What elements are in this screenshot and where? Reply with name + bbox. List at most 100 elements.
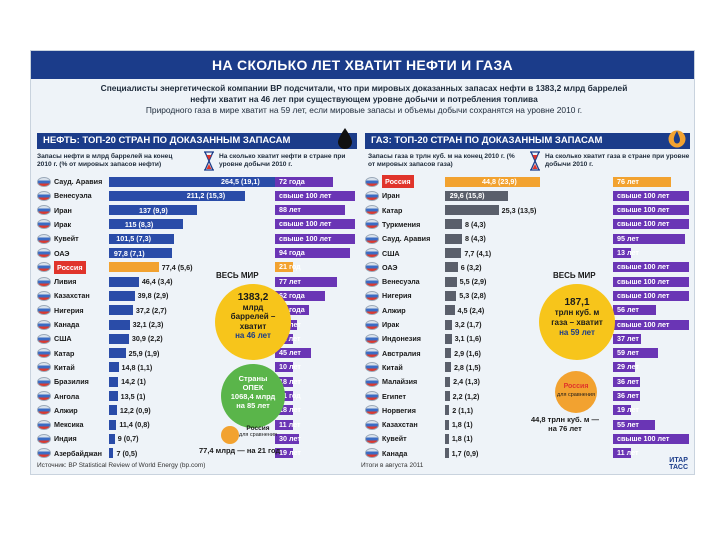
country-name: Бразилия: [54, 377, 89, 387]
oil-world-label: ВЕСЬ МИР: [216, 271, 259, 280]
reserve-label: 77,4 (5,6): [161, 262, 193, 272]
flag-icon: [37, 290, 51, 301]
gas-note-l1: 44,8 трлн куб. м —: [531, 415, 599, 424]
reserve-bar: [109, 219, 183, 230]
reserve-bar: [109, 205, 198, 216]
oil-row: Венесуэла 211,2 (15,3) свыше 100 лет: [37, 189, 357, 202]
country-name: Иран: [54, 205, 72, 215]
country-name: Сауд. Аравия: [54, 177, 103, 186]
country-name: Египет: [382, 391, 406, 401]
years-bar: свыше 100 лет: [613, 276, 689, 287]
years-bar: свыше 100 лет: [613, 190, 689, 201]
reserve-bar: [445, 205, 499, 216]
reserve-label: 7 (0,5): [116, 448, 138, 458]
country-name: Индонезия: [382, 334, 421, 344]
country-name: Кувейт: [382, 434, 407, 444]
country-name: США: [382, 248, 400, 258]
page-title: НА СКОЛЬКО ЛЕТ ХВАТИТ НЕФТИ И ГАЗА: [31, 51, 694, 79]
years-bar: 94 года: [275, 248, 351, 258]
oil-row: ОАЭ 97,8 (7,1) 94 года: [37, 247, 357, 260]
lead-line-1: Специалисты энергетической компании BP п…: [100, 83, 628, 93]
years-bar: свыше 100 лет: [613, 290, 689, 301]
flag-icon: [37, 233, 51, 244]
gas-row: США 7,7 (4,1) 13 лет: [365, 247, 690, 260]
reserve-label: 12,2 (0,9): [119, 405, 151, 415]
oil-row: Иран 137 (9,9) 88 лет: [37, 204, 357, 217]
gas-russia-note-l2: для сравнения: [557, 392, 595, 398]
country-name: Индия: [54, 434, 77, 444]
gas-russia-note-l1: Россия: [563, 383, 589, 390]
oil-row: Ливия 46,4 (3,4) 77 лет: [37, 275, 357, 288]
reserve-label: 264,5 (19,1): [221, 177, 260, 186]
gas-row: Катар 25,3 (13,5) свыше 100 лет: [365, 204, 690, 217]
country-name: Кувейт: [54, 234, 79, 244]
flag-icon: [37, 433, 51, 444]
oil-row: Индия 9 (0,7) 30 лет: [37, 432, 357, 445]
flag-icon: [37, 262, 51, 273]
reserve-label: 37,2 (2,7): [135, 305, 167, 315]
years-bar: 11 лет: [275, 419, 301, 430]
gas-russia-bottom-note: 44,8 трлн куб. м — на 76 лет: [531, 415, 599, 433]
flag-icon: [37, 348, 51, 359]
reserve-bar: [445, 219, 462, 230]
years-bar: свыше 100 лет: [613, 205, 689, 216]
years-bar: 55 лет: [613, 419, 655, 430]
country-name: Австралия: [382, 348, 421, 358]
years-bar: 21 год: [275, 262, 301, 273]
reserve-bar: [109, 362, 119, 373]
country-name: Катар: [382, 205, 403, 215]
infographic: НА СКОЛЬКО ЛЕТ ХВАТИТ НЕФТИ И ГАЗА Специ…: [30, 50, 695, 475]
country-name: Алжир: [54, 405, 78, 415]
gas-row: Австралия 2,9 (1,6) 59 лет: [365, 347, 690, 360]
gas-row: Венесуэла 5,5 (2,9) свыше 100 лет: [365, 275, 690, 288]
flag-icon: [37, 190, 51, 201]
reserve-bar: [109, 233, 175, 244]
reserve-bar: [445, 290, 457, 301]
reserve-label: 3,2 (1,7): [454, 320, 482, 329]
gas-note-l2: на 76 лет: [548, 424, 582, 433]
gas-row: Иран 29,6 (15,8) свыше 100 лет: [365, 189, 690, 202]
oil-russia-note-l1: Россия: [246, 425, 270, 432]
flag-icon: [365, 205, 379, 216]
source-note: Источник: BP Statistical Review of World…: [37, 462, 206, 469]
country-name: Россия: [382, 175, 414, 188]
country-name: Иран: [382, 191, 400, 201]
country-name: США: [54, 334, 72, 344]
oil-russia-note: Россия для сравнения: [239, 425, 277, 439]
oil-row: Ирак 115 (8,3) свыше 100 лет: [37, 218, 357, 231]
lead-line-2: нефти хватит на 46 лет при существующем …: [190, 94, 538, 104]
flag-icon: [37, 448, 51, 459]
flag-icon: [37, 391, 51, 401]
country-name: Венесуэла: [54, 191, 92, 201]
tass-logo-l1: ИТАР: [669, 457, 688, 464]
oil-row: Нигерия 37,2 (2,7) 42 года: [37, 304, 357, 317]
tass-logo-l2: ТАСС: [669, 464, 688, 471]
years-bar: 19 лет: [613, 405, 639, 416]
reserve-bar: [109, 333, 129, 344]
years-bar: 37 лет: [613, 333, 642, 344]
oil-row: Ангола 13,5 (1) 21 год: [37, 390, 357, 403]
gas-row: Ирак 3,2 (1,7) свыше 100 лет: [365, 318, 690, 331]
oil-world-amount: 1383,2: [237, 292, 269, 303]
country-name: Ирак: [382, 320, 400, 329]
reserve-bar: [109, 419, 117, 430]
reserve-label: 8 (4,3): [464, 219, 486, 229]
years-bar: 72 года: [275, 176, 333, 187]
oil-row: Китай 14,8 (1,1) 10 лет: [37, 361, 357, 374]
gas-years-hint: На сколько хватит газа в стране при уров…: [545, 153, 690, 168]
country-name: ОАЭ: [382, 262, 398, 272]
country-name: Россия: [54, 260, 86, 274]
flag-icon: [37, 405, 51, 416]
gas-world-years: на 59 лет: [559, 328, 595, 337]
country-name: Канада: [54, 320, 80, 329]
oil-drop-icon: [338, 128, 352, 149]
oil-world-years: на 46 лет: [235, 331, 271, 340]
country-name: Китай: [54, 362, 75, 372]
reserve-label: 25,9 (1,9): [128, 348, 160, 358]
gas-row: Кувейт 1,8 (1) свыше 100 лет: [365, 432, 690, 445]
reserve-bar: [445, 176, 540, 187]
oil-world-unit2: баррелей –: [230, 312, 276, 321]
gas-row: ОАЭ 6 (3,2) свыше 100 лет: [365, 261, 690, 274]
reserve-label: 1,7 (0,9): [451, 448, 479, 458]
years-bar: свыше 100 лет: [613, 433, 689, 444]
